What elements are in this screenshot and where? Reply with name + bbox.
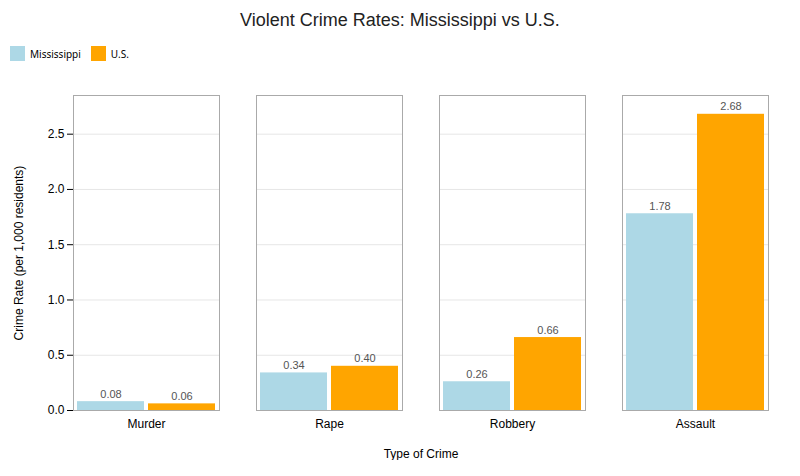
svg-text:1.78: 1.78 [649,200,670,212]
html-text:U.S.: U.S. [110,46,129,61]
svg-text:2.5: 2.5 [48,127,65,141]
html-text:Mississippi: Mississippi [30,46,81,61]
svg-text:2.0: 2.0 [48,182,65,196]
svg-text:0.08: 0.08 [100,388,121,400]
svg-text:Murder: Murder [127,417,165,431]
svg-text:Rape: Rape [315,417,344,431]
svg-text:0.26: 0.26 [466,368,487,380]
svg-text:2.68: 2.68 [720,100,741,112]
svg-text:0.06: 0.06 [171,390,192,402]
svg-text:0.34: 0.34 [283,359,304,371]
svg-text:Crime Rate (per 1,000 resident: Crime Rate (per 1,000 residents) [12,166,26,341]
html-text:Violent Crime Rates: Mississip: Violent Crime Rates: Mississippi vs U.S. [240,10,560,30]
svg-text:0.5: 0.5 [48,348,65,362]
svg-text:0.66: 0.66 [537,324,558,336]
svg-text:Type of Crime: Type of Crime [384,447,459,461]
svg-text:Robbery: Robbery [490,417,535,431]
svg-text:Assault: Assault [676,417,716,431]
svg-text:1.0: 1.0 [48,293,65,307]
svg-text:1.5: 1.5 [48,238,65,252]
svg-text:0.40: 0.40 [354,352,375,364]
svg-text:0.0: 0.0 [48,403,65,417]
